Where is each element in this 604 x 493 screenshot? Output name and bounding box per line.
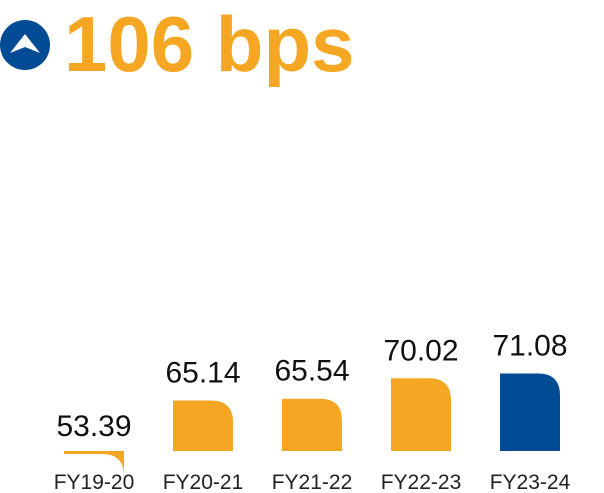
headline: 106 bps xyxy=(0,0,604,92)
value-label: 53.39 xyxy=(56,410,131,443)
bar-FY19-20 xyxy=(64,451,124,476)
bar-FY22-23 xyxy=(391,378,451,451)
bar-FY21-22 xyxy=(282,398,342,451)
bar-FY20-21 xyxy=(173,400,233,451)
category-label: FY21-22 xyxy=(272,471,353,493)
headline-value: 106 bps xyxy=(64,0,355,88)
category-label: FY22-23 xyxy=(381,471,462,493)
value-label: 65.54 xyxy=(274,355,349,388)
arrow-up-icon xyxy=(0,20,50,70)
category-label: FY19-20 xyxy=(54,471,135,493)
value-label: 65.14 xyxy=(165,357,240,390)
value-label: 71.08 xyxy=(492,329,567,362)
category-label: FY23-24 xyxy=(490,471,571,493)
category-label: FY20-21 xyxy=(163,471,244,493)
bar-FY23-24 xyxy=(500,373,560,451)
value-label: 70.02 xyxy=(383,334,458,367)
